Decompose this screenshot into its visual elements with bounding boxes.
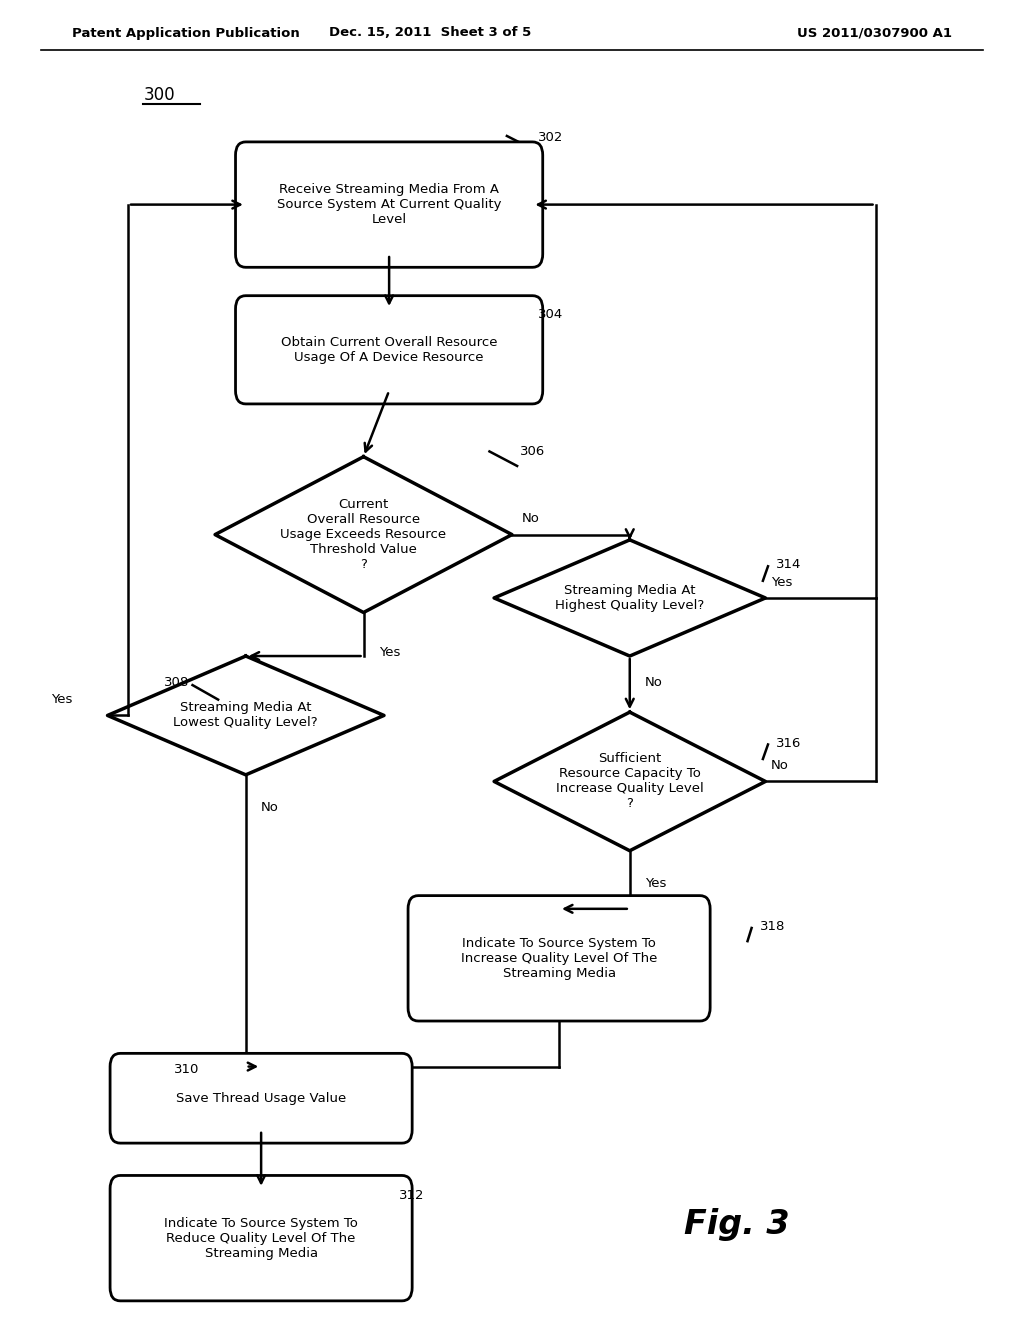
Text: Indicate To Source System To
Reduce Quality Level Of The
Streaming Media: Indicate To Source System To Reduce Qual… — [164, 1217, 358, 1259]
Text: Save Thread Usage Value: Save Thread Usage Value — [176, 1092, 346, 1105]
Text: Yes: Yes — [51, 693, 72, 706]
Text: No: No — [645, 676, 663, 689]
Text: Patent Application Publication: Patent Application Publication — [72, 26, 299, 40]
Text: Streaming Media At
Lowest Quality Level?: Streaming Media At Lowest Quality Level? — [173, 701, 318, 730]
Text: 306: 306 — [520, 445, 546, 458]
Text: Yes: Yes — [645, 878, 667, 890]
FancyBboxPatch shape — [408, 895, 711, 1022]
Text: No: No — [771, 759, 788, 772]
Text: Yes: Yes — [379, 645, 400, 659]
Text: Sufficient
Resource Capacity To
Increase Quality Level
?: Sufficient Resource Capacity To Increase… — [556, 752, 703, 810]
Text: No: No — [261, 801, 279, 814]
Text: Receive Streaming Media From A
Source System At Current Quality
Level: Receive Streaming Media From A Source Sy… — [276, 183, 502, 226]
Text: 310: 310 — [174, 1063, 200, 1076]
Text: 302: 302 — [538, 131, 563, 144]
Text: 304: 304 — [538, 308, 563, 321]
FancyBboxPatch shape — [111, 1175, 412, 1302]
Text: Yes: Yes — [771, 576, 792, 589]
FancyBboxPatch shape — [236, 143, 543, 267]
Text: Current
Overall Resource
Usage Exceeds Resource
Threshold Value
?: Current Overall Resource Usage Exceeds R… — [281, 498, 446, 572]
FancyBboxPatch shape — [111, 1053, 412, 1143]
Text: 318: 318 — [760, 920, 785, 933]
Text: No: No — [522, 512, 540, 525]
Text: Fig. 3: Fig. 3 — [684, 1209, 791, 1241]
Text: 316: 316 — [776, 737, 802, 750]
Text: US 2011/0307900 A1: US 2011/0307900 A1 — [798, 26, 952, 40]
Text: Obtain Current Overall Resource
Usage Of A Device Resource: Obtain Current Overall Resource Usage Of… — [281, 335, 498, 364]
Text: 308: 308 — [164, 676, 189, 689]
Text: Streaming Media At
Highest Quality Level?: Streaming Media At Highest Quality Level… — [555, 583, 705, 612]
FancyBboxPatch shape — [236, 296, 543, 404]
Text: Dec. 15, 2011  Sheet 3 of 5: Dec. 15, 2011 Sheet 3 of 5 — [329, 26, 531, 40]
Text: 312: 312 — [399, 1189, 425, 1203]
Text: Indicate To Source System To
Increase Quality Level Of The
Streaming Media: Indicate To Source System To Increase Qu… — [461, 937, 657, 979]
Text: 314: 314 — [776, 558, 802, 572]
Text: 300: 300 — [143, 86, 175, 104]
